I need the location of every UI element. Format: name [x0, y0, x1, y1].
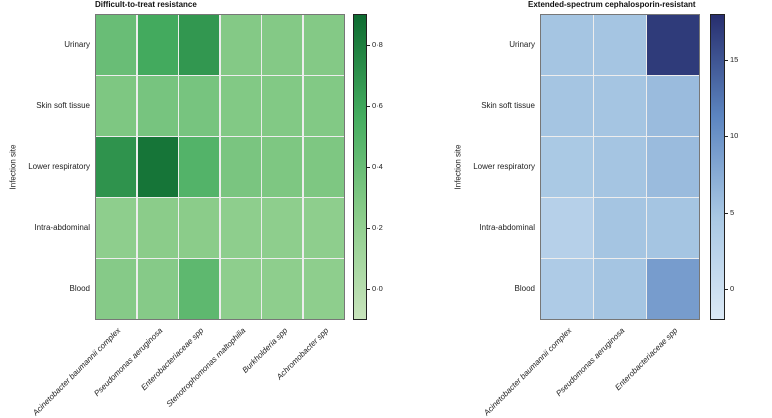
heatmap-cell — [96, 15, 137, 75]
heatmap-cell — [262, 259, 303, 319]
colorbar — [353, 14, 367, 320]
heatmap-cell — [594, 137, 646, 197]
heatmap-cell — [220, 137, 261, 197]
heatmap-cell — [647, 76, 699, 136]
colorbar-tick-label: 0 — [730, 284, 735, 293]
y-tick-label: Intra-abdominal — [479, 223, 535, 233]
colorbar-tick — [367, 106, 370, 107]
y-tick-label: Blood — [69, 284, 90, 294]
y-tick-label: Urinary — [509, 39, 535, 49]
heatmap-cell — [179, 76, 220, 136]
heatmap-cell — [541, 198, 593, 258]
y-tick-label: Lower respiratory — [473, 162, 535, 171]
heatmap-cell — [647, 15, 699, 75]
heatmap-cell — [541, 76, 593, 136]
heatmap-cell — [179, 137, 220, 197]
heatmap-cell — [647, 137, 699, 197]
colorbar-tick-label: 10 — [730, 131, 739, 140]
colorbar-tick-label: 0·2 — [372, 223, 383, 232]
heatmap-cell — [96, 76, 137, 136]
y-tick-label: Intra-abdominal — [34, 223, 90, 233]
heatmap-cell — [303, 259, 344, 319]
colorbar-tick — [725, 60, 728, 61]
heatmap-cell — [303, 198, 344, 258]
heatmap-cell — [262, 15, 303, 75]
heatmap-cell — [179, 198, 220, 258]
heatmap-cell — [96, 259, 137, 319]
heatmap-cell — [541, 15, 593, 75]
heatmap-grid — [540, 14, 700, 320]
heatmap-cell — [541, 137, 593, 197]
colorbar-tick — [367, 289, 370, 290]
heatmap-cell — [303, 137, 344, 197]
heatmap-cell — [594, 198, 646, 258]
heatmap-cell — [594, 76, 646, 136]
heatmap-cell — [137, 259, 178, 319]
colorbar-tick-label: 15 — [730, 55, 739, 64]
heatmap-cell — [96, 198, 137, 258]
heatmap-cell — [541, 259, 593, 319]
heatmap-cell — [220, 15, 261, 75]
colorbar-tick-label: 0·4 — [372, 162, 383, 171]
colorbar-tick — [367, 45, 370, 46]
colorbar-tick-label: 0·6 — [372, 101, 383, 110]
heatmap-cell — [647, 198, 699, 258]
heatmap-cell — [262, 198, 303, 258]
heatmap-cell — [303, 76, 344, 136]
heatmap-cell — [262, 137, 303, 197]
colorbar-tick-label: 0·0 — [372, 284, 383, 293]
y-tick-label: Skin soft tissue — [481, 100, 535, 110]
left-chart-title: Difficult-to-treat resistance — [95, 0, 197, 9]
y-tick-label: Skin soft tissue — [36, 100, 90, 110]
heatmap-grid — [95, 14, 345, 320]
heatmap-cell — [220, 76, 261, 136]
colorbar — [710, 14, 725, 320]
colorbar-tick — [725, 289, 728, 290]
heatmap-cell — [594, 259, 646, 319]
heatmap-cell — [594, 15, 646, 75]
colorbar-tick — [367, 167, 370, 168]
y-tick-label: Lower respiratory — [28, 162, 90, 171]
colorbar-tick — [725, 213, 728, 214]
colorbar-tick-label: 5 — [730, 208, 735, 217]
right-chart-title: Extended-spectrum cephalosporin-resistan… — [528, 0, 696, 9]
heatmap-cell — [137, 15, 178, 75]
heatmap-cell — [137, 137, 178, 197]
heatmap-cell — [179, 259, 220, 319]
x-tick-label: Acinetobacter baumannii complex — [30, 326, 123, 418]
heatmap-cell — [179, 15, 220, 75]
heatmap-cell — [137, 76, 178, 136]
heatmap-cell — [220, 259, 261, 319]
y-tick-label: Urinary — [64, 39, 90, 49]
colorbar-tick — [725, 136, 728, 137]
heatmap-cell — [137, 198, 178, 258]
colorbar-tick — [367, 228, 370, 229]
heatmap-cell — [647, 259, 699, 319]
y-tick-label: Blood — [514, 284, 535, 294]
colorbar-tick-label: 0·8 — [372, 40, 383, 49]
heatmap-cell — [303, 15, 344, 75]
heatmap-cell — [262, 76, 303, 136]
heatmap-cell — [220, 198, 261, 258]
heatmap-cell — [96, 137, 137, 197]
